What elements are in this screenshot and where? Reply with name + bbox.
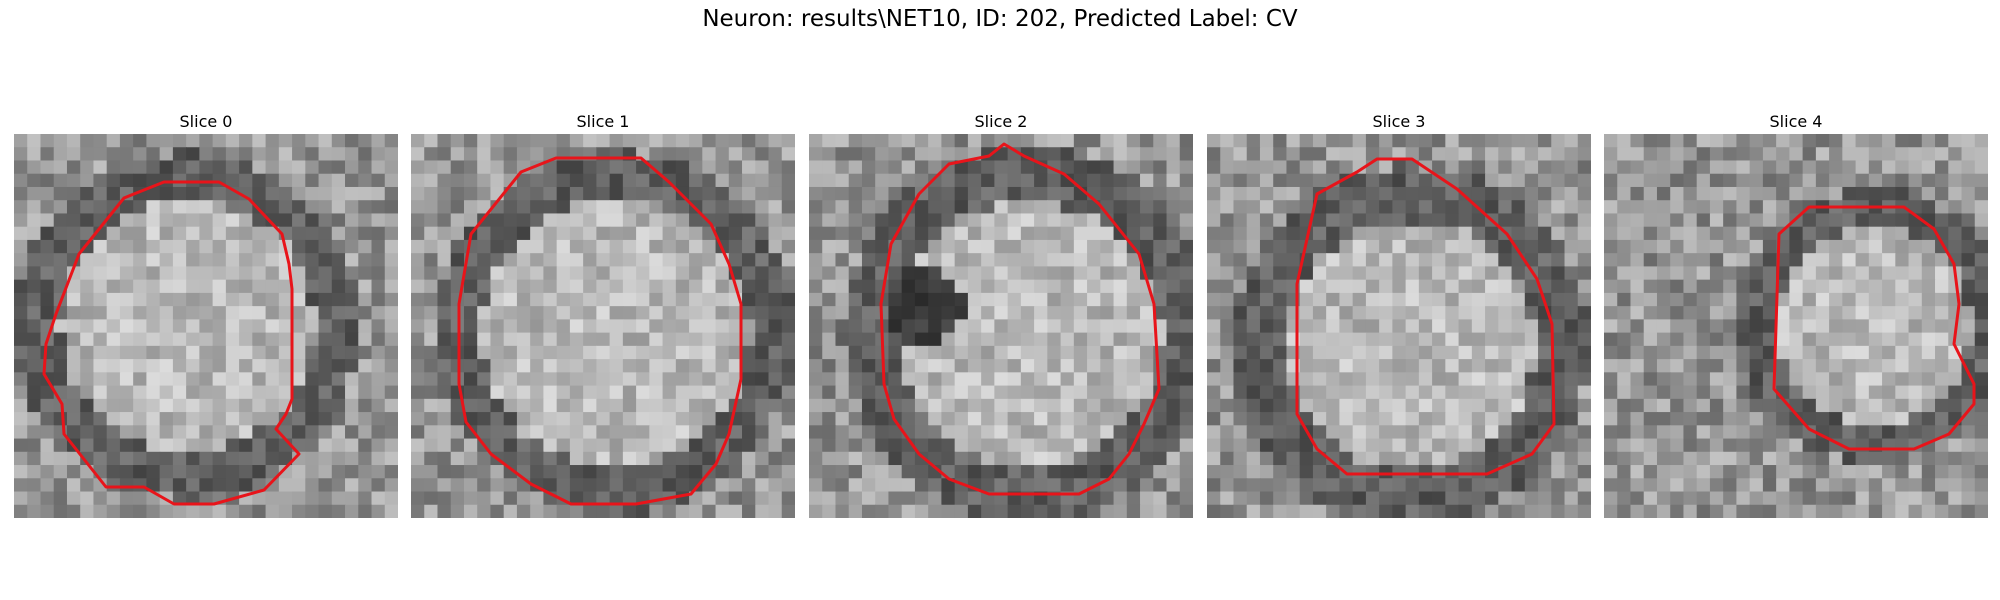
roi-contour: [879, 142, 1161, 496]
slice-image: [1207, 134, 1591, 518]
slice-title: Slice 3: [1372, 112, 1426, 131]
figure-title: Neuron: results\NET10, ID: 202, Predicte…: [702, 6, 1298, 32]
roi-contour: [457, 156, 743, 506]
slice-title: Slice 0: [179, 112, 233, 131]
roi-contour: [1295, 157, 1556, 476]
roi-contour: [42, 180, 301, 506]
slice-image: [1604, 134, 1988, 518]
slice-title: Slice 2: [974, 112, 1028, 131]
slice-image: [411, 134, 795, 518]
slice-title: Slice 4: [1769, 112, 1823, 131]
slice-image: [14, 134, 398, 518]
slice-title: Slice 1: [576, 112, 630, 131]
roi-contour: [1772, 205, 1976, 451]
slice-image: [809, 134, 1193, 518]
